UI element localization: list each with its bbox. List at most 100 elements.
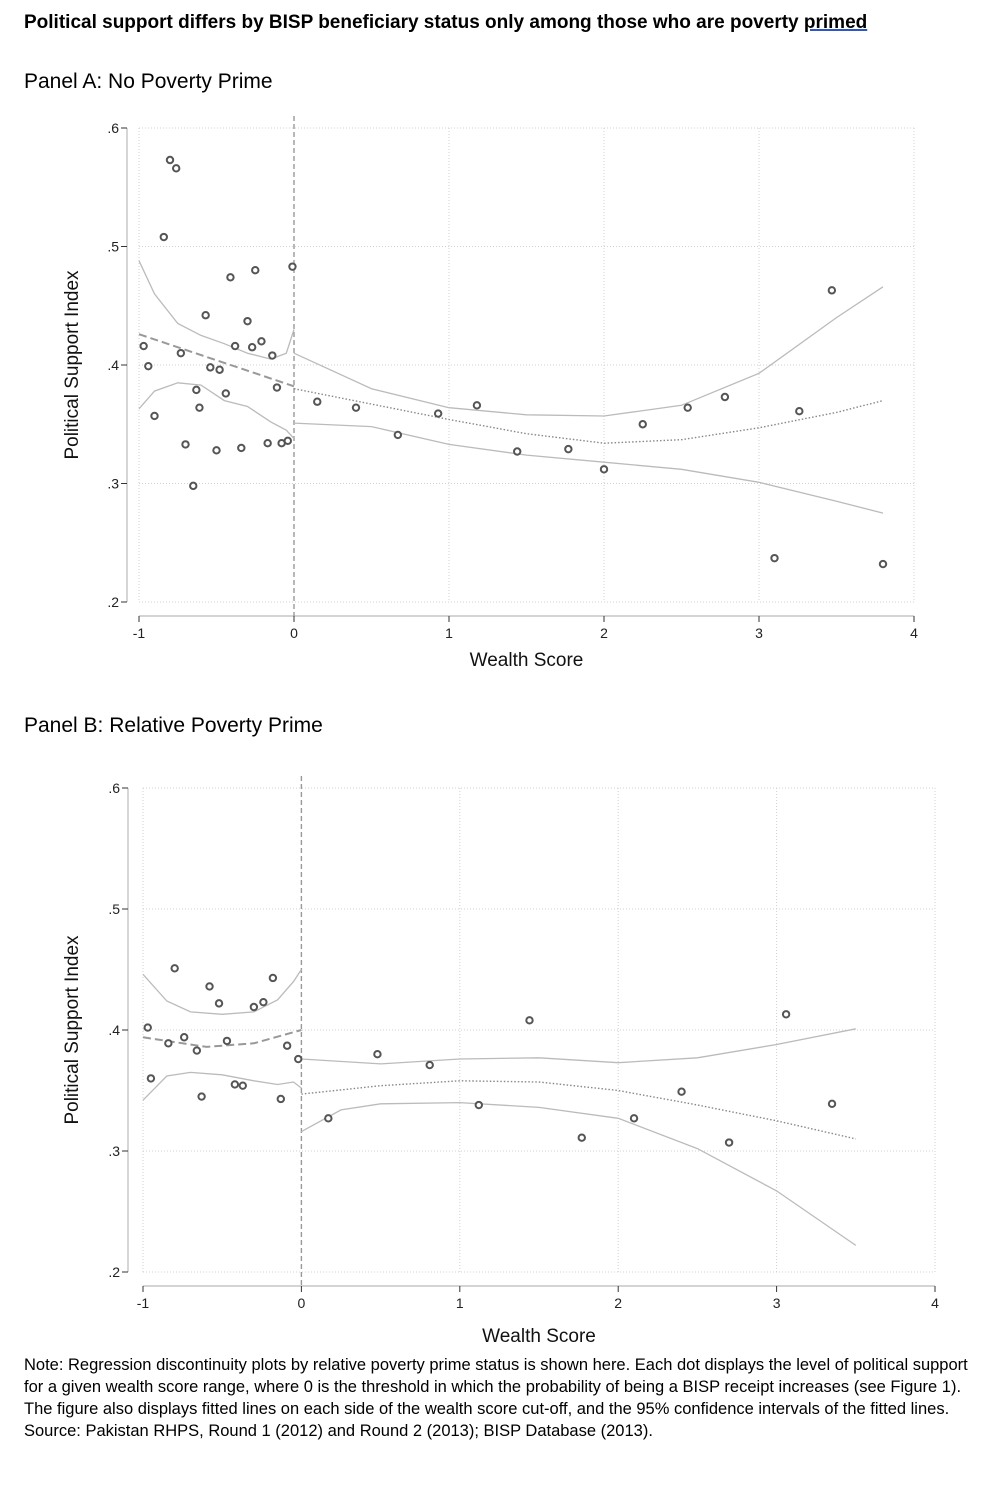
- x-tick-label: -1: [133, 625, 146, 641]
- data-point: [230, 341, 240, 351]
- data-point: [144, 361, 153, 371]
- data-point: [238, 1081, 247, 1090]
- y-tick-label: .6: [108, 780, 120, 796]
- data-point: [827, 1099, 837, 1109]
- figure-title: Political support differs by BISP benefi…: [24, 12, 867, 34]
- data-point: [393, 430, 403, 440]
- data-point: [143, 1023, 152, 1032]
- data-point: [165, 155, 175, 165]
- figure-title-underlined: primed: [803, 12, 868, 33]
- data-point: [249, 1002, 259, 1012]
- data-point: [525, 1016, 534, 1025]
- data-point: [257, 337, 266, 346]
- confidence-interval-line: [142, 969, 302, 1015]
- fitted-line-left: [138, 333, 295, 388]
- y-axis-label: Political Support Index: [62, 935, 83, 1125]
- confidence-interval-line: [142, 1071, 302, 1101]
- panel-a-title: Panel A: No Poverty Prime: [24, 70, 273, 93]
- data-point: [230, 1080, 240, 1089]
- data-point: [222, 1036, 232, 1046]
- data-point: [243, 316, 252, 326]
- data-point: [201, 311, 210, 320]
- y-axis-label: Political Support Index: [62, 270, 83, 460]
- data-point: [474, 1100, 484, 1110]
- data-point: [683, 403, 692, 412]
- data-point: [324, 1114, 333, 1123]
- data-point: [564, 444, 573, 454]
- x-tick-label: 0: [290, 625, 298, 641]
- data-point: [677, 1087, 686, 1096]
- data-point: [170, 964, 179, 973]
- x-tick-label: 3: [773, 1295, 781, 1311]
- data-point: [251, 266, 260, 275]
- x-tick-label: 2: [600, 625, 608, 641]
- data-point: [221, 389, 231, 398]
- x-tick-label: 3: [755, 625, 763, 641]
- data-point: [795, 407, 804, 416]
- data-point: [172, 164, 181, 173]
- figure-title-main: Political support differs by BISP benefi…: [24, 12, 804, 33]
- data-point: [226, 273, 235, 282]
- y-tick-label: .5: [108, 901, 120, 917]
- data-point: [247, 343, 257, 352]
- data-point: [205, 982, 214, 991]
- data-point: [770, 553, 779, 563]
- data-point: [164, 1039, 173, 1048]
- x-axis-label: Wealth Score: [470, 650, 584, 671]
- data-point: [283, 436, 292, 446]
- data-point: [179, 1033, 189, 1042]
- y-tick-label: .2: [108, 1264, 120, 1280]
- confidence-interval-line: [293, 422, 884, 514]
- data-point: [724, 1138, 734, 1147]
- data-point: [720, 392, 730, 402]
- data-point: [192, 385, 201, 395]
- data-point: [577, 1133, 586, 1142]
- data-point: [259, 997, 268, 1007]
- y-tick-label: .3: [108, 1143, 120, 1159]
- data-point: [237, 443, 246, 453]
- y-tick-label: .2: [107, 594, 119, 610]
- panel-a-chart: .2 .3 .4 .5 .6 -1 0 1 2 3 4 Wealth Score Political S…: [62, 116, 918, 671]
- data-point: [425, 1060, 434, 1070]
- data-point: [268, 973, 278, 983]
- confidence-interval-line: [138, 382, 295, 439]
- data-point: [195, 403, 204, 412]
- data-point: [272, 383, 282, 392]
- data-point: [181, 440, 190, 449]
- x-tick-label: 1: [456, 1295, 464, 1311]
- data-point: [214, 999, 224, 1008]
- data-point: [294, 1054, 303, 1064]
- data-point: [176, 348, 186, 358]
- confidence-interval-line: [293, 286, 884, 417]
- data-point: [282, 1041, 292, 1050]
- data-point: [276, 1094, 286, 1104]
- data-point: [212, 446, 221, 455]
- data-point: [827, 286, 837, 295]
- data-point: [197, 1092, 206, 1101]
- x-tick-label: 4: [931, 1295, 939, 1311]
- data-point: [139, 341, 148, 351]
- y-tick-label: .4: [108, 1022, 120, 1038]
- y-tick-label: .4: [107, 357, 119, 373]
- y-tick-label: .3: [107, 476, 119, 492]
- panel-b-chart: .2 .3 .4 .5 .6 -1 0 1 2 3 4 Wealth Score Political S…: [62, 776, 939, 1347]
- data-point: [599, 465, 609, 474]
- figure-note: Note: Regression discontinuity plots by …: [24, 1356, 968, 1440]
- data-point: [433, 409, 443, 418]
- data-point: [146, 1074, 156, 1083]
- data-point: [638, 420, 647, 429]
- data-point: [313, 397, 322, 406]
- data-point: [513, 447, 522, 456]
- data-point: [878, 559, 888, 569]
- x-axis-label: Wealth Score: [482, 1326, 596, 1347]
- y-tick-label: .5: [107, 239, 119, 255]
- data-point: [263, 439, 272, 448]
- x-tick-label: 0: [298, 1295, 306, 1311]
- y-tick-label: .6: [107, 120, 119, 136]
- data-point: [288, 262, 297, 271]
- fitted-line-left: [142, 1029, 302, 1048]
- data-point: [192, 1046, 202, 1055]
- fitted-line-right: [301, 1080, 856, 1140]
- x-tick-label: 4: [910, 625, 918, 641]
- data-point: [472, 401, 482, 410]
